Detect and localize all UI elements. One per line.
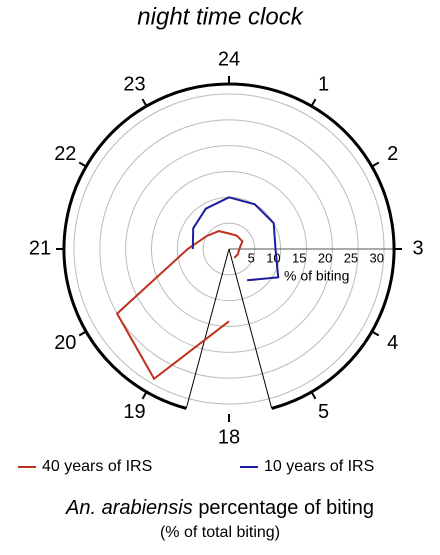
r-tick-label: 15 [292, 250, 306, 265]
hour-label: 23 [123, 74, 145, 96]
r-tick-label: 10 [266, 250, 280, 265]
hour-label: 20 [54, 332, 76, 354]
r-tick-label: 5 [248, 250, 255, 265]
hour-tick [141, 391, 148, 400]
legend-label: 40 years of IRS [42, 458, 152, 475]
hour-label: 4 [387, 332, 398, 354]
hour-label: 1 [318, 74, 329, 96]
outer-arc [62, 82, 396, 410]
hour-label: 19 [123, 401, 145, 423]
gap-edge [185, 248, 230, 409]
legend-label: 10 years of IRS [264, 458, 374, 475]
hour-label: 18 [218, 426, 240, 448]
caption-text: percentage of biting [198, 497, 374, 519]
r-axis-label: % of biting [284, 268, 349, 284]
hour-label: 22 [54, 143, 76, 165]
hour-tick [78, 330, 87, 337]
series-line [191, 196, 280, 282]
r-tick-label: 30 [370, 250, 384, 265]
hour-label: 21 [29, 237, 51, 259]
hour-tick [310, 98, 317, 107]
caption-sub: (% of total biting) [160, 524, 280, 541]
r-tick-label: 25 [344, 250, 358, 265]
hour-tick [141, 98, 148, 107]
hour-label: 2 [387, 143, 398, 165]
hour-label: 5 [318, 401, 329, 423]
caption: An. arabiensis percentage of biting [65, 497, 374, 519]
gap-edge [228, 248, 273, 409]
caption-species: An. arabiensis [65, 497, 193, 519]
hour-tick [78, 161, 87, 168]
chart-title: night time clock [137, 3, 304, 30]
r-tick-label: 20 [318, 250, 332, 265]
hour-label: 24 [218, 48, 240, 70]
hour-label: 3 [412, 237, 423, 259]
hour-tick [371, 330, 380, 337]
hour-tick [371, 161, 380, 168]
hour-tick [310, 391, 317, 400]
series-line [115, 230, 244, 381]
